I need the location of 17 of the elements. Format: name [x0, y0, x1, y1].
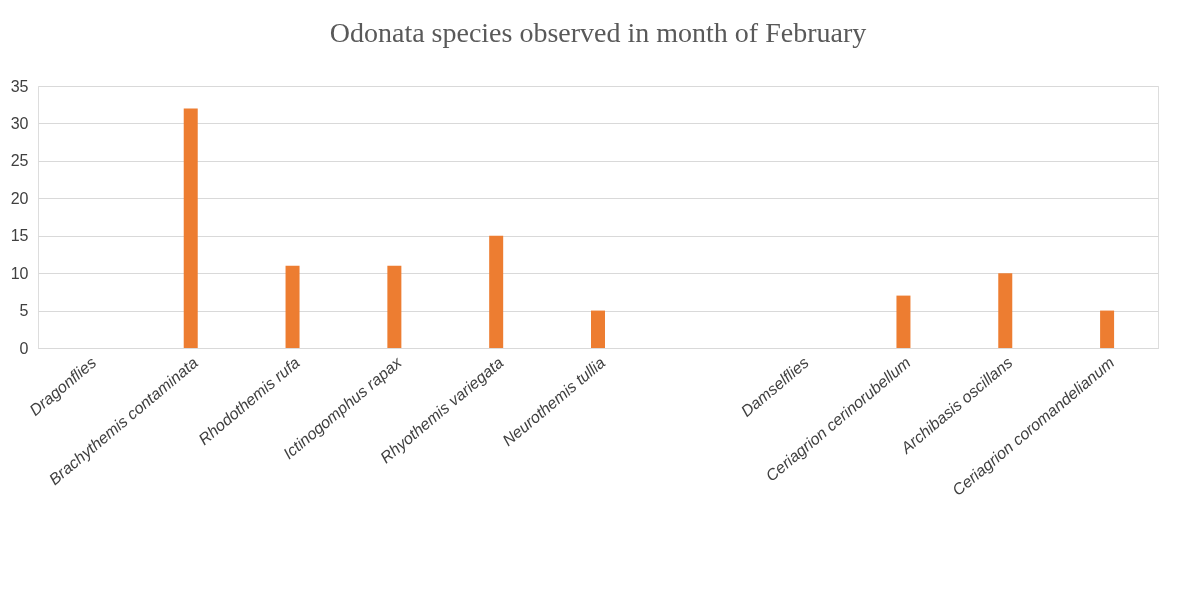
y-tick-label: 20	[10, 189, 29, 207]
bar	[896, 295, 911, 348]
bar	[183, 108, 198, 348]
chart-title: Odonata species observed in month of February	[329, 17, 867, 48]
y-tick-label: 0	[19, 339, 29, 357]
y-tick-label: 25	[10, 152, 29, 170]
bar	[489, 235, 504, 348]
bar	[285, 265, 300, 348]
bar	[591, 310, 605, 348]
y-tick-label: 10	[10, 264, 29, 282]
bar	[1100, 310, 1115, 348]
y-tick-label: 5	[19, 302, 29, 320]
bar	[387, 265, 402, 348]
y-tick-label: 15	[10, 227, 29, 245]
y-tick-label: 30	[10, 114, 29, 132]
bar	[998, 273, 1013, 348]
y-tick-label: 35	[10, 77, 29, 95]
